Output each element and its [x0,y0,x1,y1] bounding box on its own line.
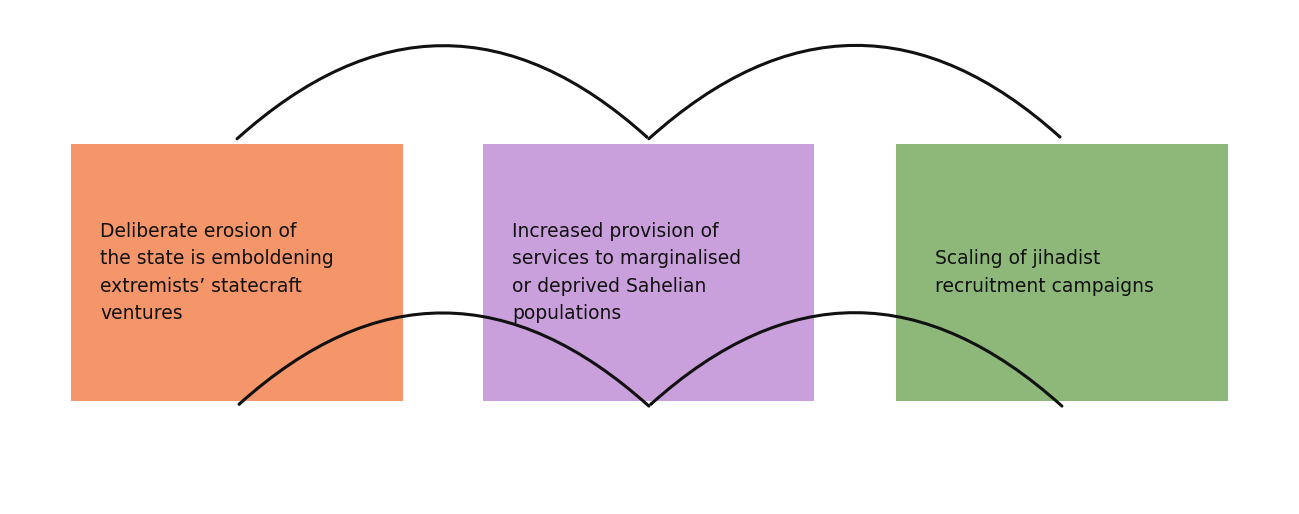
FancyBboxPatch shape [896,144,1228,401]
Text: Increased provision of
services to marginalised
or deprived Sahelian
populations: Increased provision of services to margi… [512,222,740,323]
FancyArrowPatch shape [651,313,1061,406]
Text: Deliberate erosion of
the state is emboldening
extremists’ statecraft
ventures: Deliberate erosion of the state is embol… [100,222,334,323]
FancyArrowPatch shape [239,313,650,406]
Text: Scaling of jihadist
recruitment campaigns: Scaling of jihadist recruitment campaign… [935,249,1154,296]
FancyBboxPatch shape [483,144,814,401]
FancyArrowPatch shape [650,45,1060,139]
FancyBboxPatch shape [71,144,403,401]
FancyArrowPatch shape [236,46,647,139]
